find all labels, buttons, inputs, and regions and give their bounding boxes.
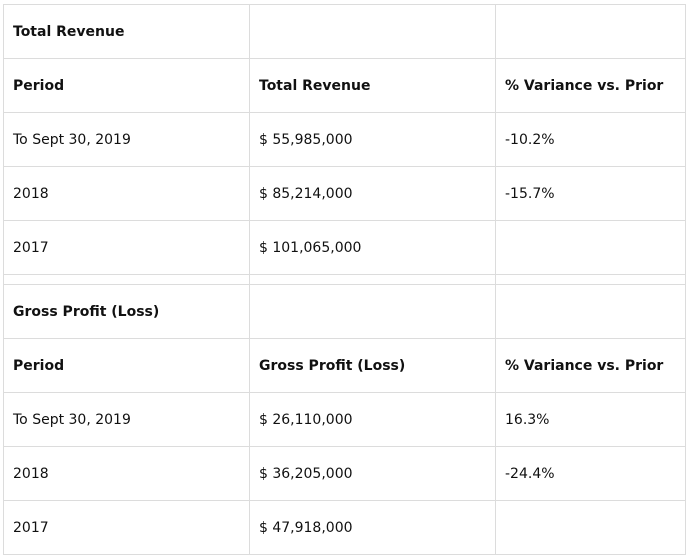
table-row: To Sept 30, 2019 $ 55,985,000 -10.2% (3, 112, 686, 167)
table-row: 2017 $ 101,065,000 (3, 220, 686, 275)
empty-cell (249, 284, 496, 339)
column-header-variance: % Variance vs. Prior (495, 58, 686, 113)
empty-cell (3, 274, 250, 285)
variance-cell: -10.2% (495, 112, 686, 167)
revenue-cell: $ 55,985,000 (249, 112, 496, 167)
empty-cell (495, 284, 686, 339)
column-header-period: Period (3, 338, 250, 393)
variance-cell: 16.3% (495, 392, 686, 447)
period-cell: 2018 (3, 166, 250, 221)
section-title-row: Total Revenue (3, 4, 686, 59)
table-row: 2017 $ 47,918,000 (3, 500, 686, 555)
revenue-section-title: Total Revenue (3, 4, 250, 59)
empty-cell (495, 4, 686, 59)
section-title-row: Gross Profit (Loss) (3, 284, 686, 339)
gross-profit-section-title: Gross Profit (Loss) (3, 284, 250, 339)
gross-profit-cell: $ 36,205,000 (249, 446, 496, 501)
gross-profit-cell: $ 47,918,000 (249, 500, 496, 555)
period-cell: 2017 (3, 500, 250, 555)
table-row: To Sept 30, 2019 $ 26,110,000 16.3% (3, 392, 686, 447)
table-row: 2018 $ 36,205,000 -24.4% (3, 446, 686, 501)
period-cell: To Sept 30, 2019 (3, 392, 250, 447)
empty-cell (495, 274, 686, 285)
variance-cell: -24.4% (495, 446, 686, 501)
empty-cell (249, 274, 496, 285)
column-header-gross-profit: Gross Profit (Loss) (249, 338, 496, 393)
variance-cell (495, 500, 686, 555)
period-cell: 2018 (3, 446, 250, 501)
period-cell: To Sept 30, 2019 (3, 112, 250, 167)
header-row: Period Total Revenue % Variance vs. Prio… (3, 58, 686, 113)
revenue-cell: $ 85,214,000 (249, 166, 496, 221)
column-header-variance: % Variance vs. Prior (495, 338, 686, 393)
table-row: 2018 $ 85,214,000 -15.7% (3, 166, 686, 221)
revenue-cell: $ 101,065,000 (249, 220, 496, 275)
header-row: Period Gross Profit (Loss) % Variance vs… (3, 338, 686, 393)
period-cell: 2017 (3, 220, 250, 275)
empty-cell (249, 4, 496, 59)
financial-table: Total Revenue Period Total Revenue % Var… (3, 4, 686, 555)
spacer-row (3, 274, 686, 285)
column-header-total-revenue: Total Revenue (249, 58, 496, 113)
variance-cell (495, 220, 686, 275)
gross-profit-cell: $ 26,110,000 (249, 392, 496, 447)
variance-cell: -15.7% (495, 166, 686, 221)
column-header-period: Period (3, 58, 250, 113)
